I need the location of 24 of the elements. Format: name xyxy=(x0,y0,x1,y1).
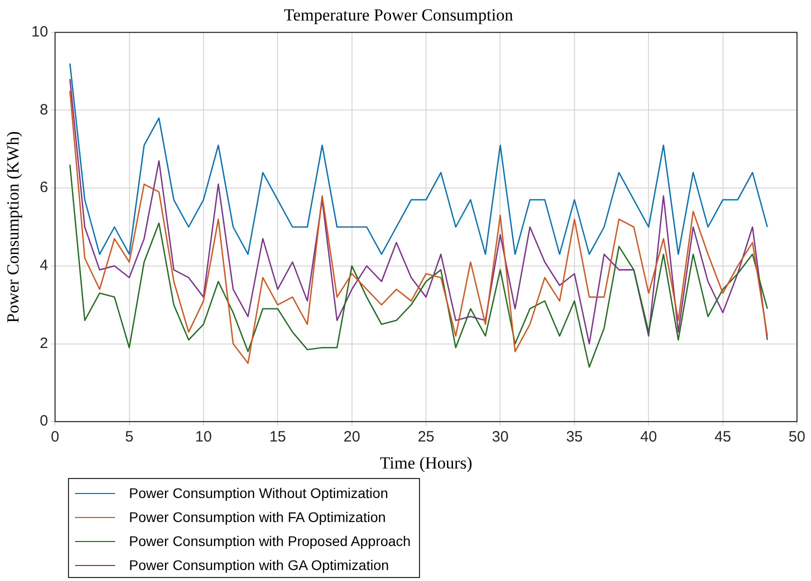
x-tick-label: 20 xyxy=(344,428,360,446)
x-tick-label: 45 xyxy=(714,428,732,446)
legend-label: Power Consumption Without Optimization xyxy=(129,485,388,501)
y-tick-label: 6 xyxy=(40,179,48,196)
x-tick-label: 15 xyxy=(269,428,286,446)
x-tick-label: 30 xyxy=(492,428,509,446)
y-tick-label: 10 xyxy=(31,24,48,41)
y-tick-label: 2 xyxy=(40,334,48,352)
y-tick-label: 0 xyxy=(40,412,48,430)
x-tick-label: 50 xyxy=(788,428,806,446)
x-axis-title: Time (Hours) xyxy=(380,453,472,472)
x-tick-label: 0 xyxy=(50,428,60,446)
chart-title: Temperature Power Consumption xyxy=(284,6,514,25)
y-axis-title: Power Consumption (KWh) xyxy=(4,131,23,323)
legend-label: Power Consumption with Proposed Approach xyxy=(129,533,411,549)
x-tick-label: 35 xyxy=(566,428,583,446)
legend-label: Power Consumption with FA Optimization xyxy=(129,509,386,525)
x-tick-label: 5 xyxy=(125,428,134,446)
legend-label: Power Consumption with GA Optimization xyxy=(129,557,389,573)
x-tick-label: 25 xyxy=(418,428,434,446)
x-tick-label: 40 xyxy=(640,428,657,446)
x-tick-label: 10 xyxy=(195,428,212,446)
y-tick-label: 8 xyxy=(40,101,48,118)
y-tick-label: 4 xyxy=(40,257,48,274)
